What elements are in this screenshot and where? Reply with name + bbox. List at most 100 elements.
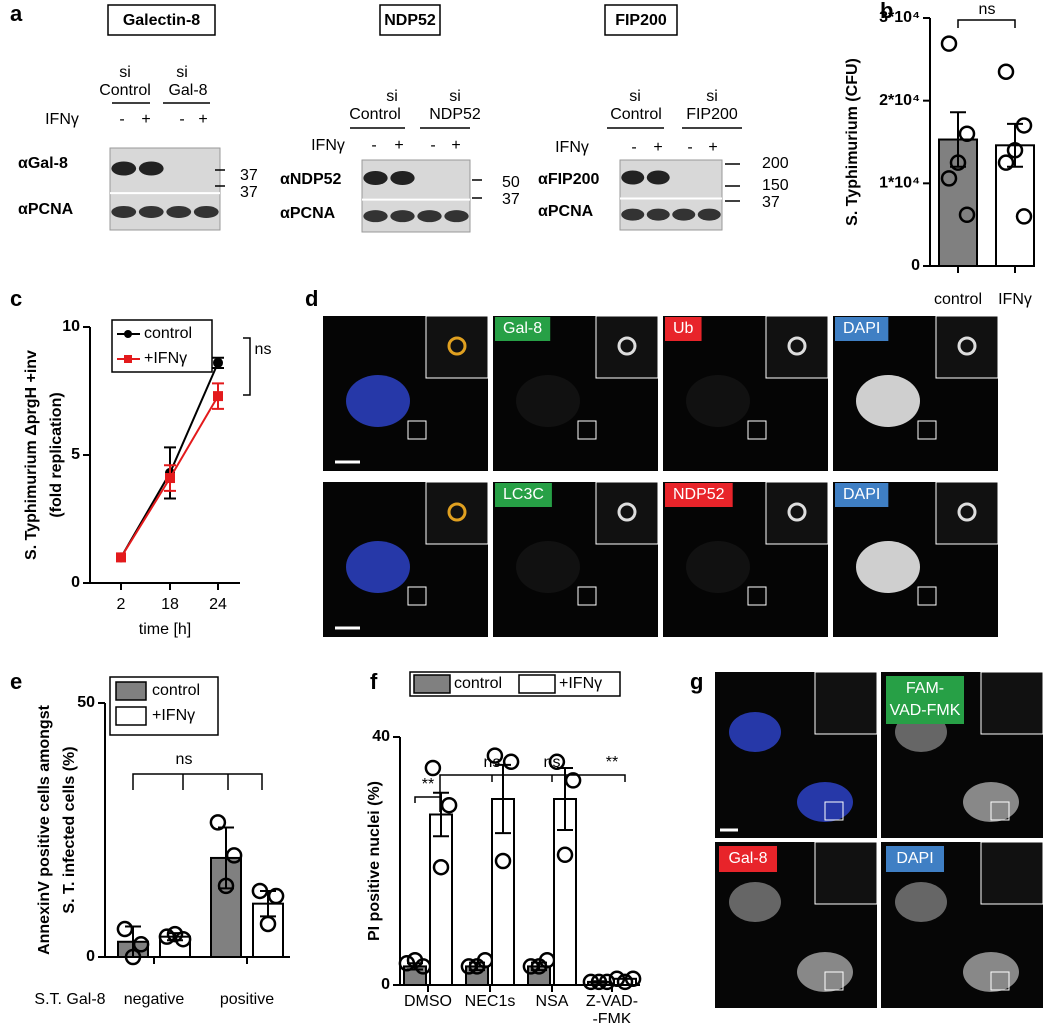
marker xyxy=(165,473,175,484)
nucleus xyxy=(729,882,781,922)
band xyxy=(363,210,388,223)
x-tick-label: 2 xyxy=(117,596,126,613)
bracket xyxy=(243,337,251,396)
data-point xyxy=(958,206,976,223)
y-tick-label: 5 xyxy=(71,446,80,463)
band xyxy=(621,170,645,185)
band xyxy=(646,208,670,221)
data-point xyxy=(564,772,582,789)
legend-label: control xyxy=(152,682,200,699)
inset xyxy=(935,481,999,545)
channel-label: FAM- xyxy=(906,680,944,697)
data-point xyxy=(494,852,512,870)
row-label: αPCNA xyxy=(280,205,336,222)
title-box xyxy=(107,4,216,36)
marker xyxy=(213,357,223,368)
data-point xyxy=(440,796,458,814)
inset xyxy=(814,841,878,905)
significance: ns xyxy=(176,751,193,768)
error-bar xyxy=(433,791,449,838)
band xyxy=(166,205,192,218)
band xyxy=(444,210,469,223)
band xyxy=(193,205,219,218)
band xyxy=(138,205,164,218)
panel-label: f xyxy=(370,669,378,694)
data-point xyxy=(251,882,269,900)
x-tick-label: 18 xyxy=(161,596,179,613)
nucleus xyxy=(686,541,750,593)
zoom-box xyxy=(824,971,844,991)
legend-label: +IFNγ xyxy=(152,707,195,724)
band xyxy=(672,208,696,221)
inset-object xyxy=(957,336,977,356)
data-point xyxy=(949,154,967,171)
data-point xyxy=(1006,142,1024,159)
channel-label-bg xyxy=(665,317,702,341)
y-tick-label: 0 xyxy=(911,257,920,274)
data-point xyxy=(1015,117,1033,134)
treatment-label: IFNγ xyxy=(45,111,79,128)
data-point xyxy=(209,814,227,831)
significance: ** xyxy=(422,776,434,793)
zoom-box xyxy=(747,420,767,440)
band xyxy=(363,171,388,185)
data-point xyxy=(166,925,184,943)
data-point xyxy=(424,759,442,777)
sign: - xyxy=(631,139,636,156)
x-tick-label: negative xyxy=(124,991,185,1008)
sign: - xyxy=(119,111,124,128)
band xyxy=(621,208,645,221)
x-axis-label: time [h] xyxy=(139,621,191,638)
data-point xyxy=(432,858,450,876)
sign: + xyxy=(451,137,460,154)
data-point xyxy=(556,846,574,864)
zoom-box xyxy=(917,420,937,440)
y-tick-label: 0 xyxy=(381,976,390,993)
inset-object xyxy=(787,336,807,356)
data-point xyxy=(174,930,192,948)
band xyxy=(390,210,415,223)
row-label: S.T. Gal-8 xyxy=(34,991,105,1008)
nucleus xyxy=(856,375,920,427)
inset-object xyxy=(617,336,637,356)
panel-label: e xyxy=(10,669,22,694)
nucleus xyxy=(516,541,580,593)
channel-label: Gal-8 xyxy=(728,850,767,867)
x-tick-label: NSA xyxy=(536,993,569,1010)
data-point xyxy=(468,958,486,975)
x-tick-label: 24 xyxy=(209,596,227,613)
error-bar xyxy=(1007,122,1023,168)
bracket xyxy=(132,773,263,790)
band xyxy=(111,205,137,218)
significance: ** xyxy=(606,754,618,771)
x-tick-label: Z-VAD- xyxy=(586,993,638,1010)
y-axis-label: (fold replication) xyxy=(48,392,65,517)
panel-label: g xyxy=(690,669,703,694)
data-point xyxy=(608,970,626,988)
treatment-label: IFNγ xyxy=(555,139,589,156)
mw-marker: 150 xyxy=(762,177,789,194)
sign: - xyxy=(687,139,692,156)
panel-label: d xyxy=(305,286,318,311)
zoom-box xyxy=(577,586,597,606)
data-point xyxy=(217,877,235,895)
data-point xyxy=(158,928,176,945)
data-point xyxy=(124,948,142,966)
inset xyxy=(425,315,489,379)
data-point xyxy=(460,958,478,975)
si-label: si xyxy=(386,88,398,105)
band xyxy=(697,208,721,221)
inset xyxy=(765,481,829,545)
inset xyxy=(980,841,1044,905)
si-label: si xyxy=(119,64,131,81)
inset xyxy=(425,481,489,545)
data-point xyxy=(548,753,566,771)
channel-label: DAPI xyxy=(843,486,880,503)
panel-label: a xyxy=(10,1,23,26)
channel-label-bg xyxy=(835,317,889,341)
data-point xyxy=(398,955,416,972)
mw-marker: 37 xyxy=(240,167,258,184)
data-point xyxy=(259,915,277,933)
error-bar xyxy=(495,763,511,835)
